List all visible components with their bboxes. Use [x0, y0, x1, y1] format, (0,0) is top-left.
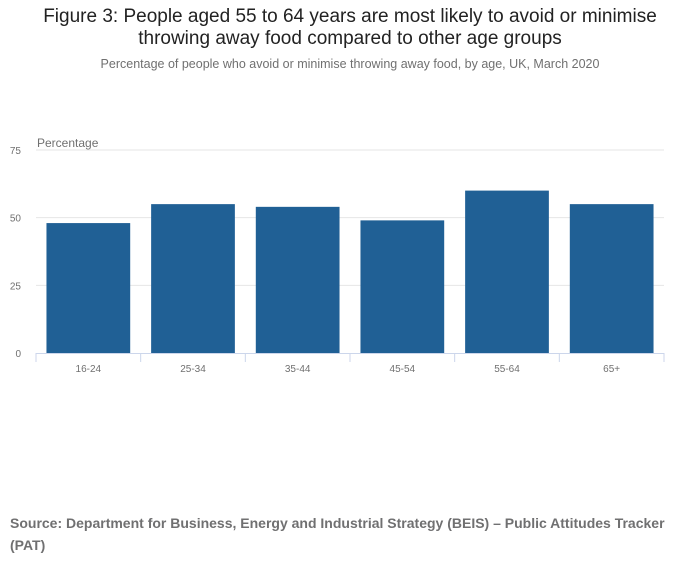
x-axis: 16-24 25-34 35-44 45-54 55-64 65+: [35, 353, 665, 375]
x-tick-label: 25-34: [180, 364, 206, 375]
y-tick-label: 75: [10, 146, 22, 157]
bar-chart: 16-24 25-34 35-44 45-54 55-64 65+ 0 25 50 75 Per…: [10, 136, 665, 375]
bar-45-54: [360, 220, 445, 353]
bar-35-44: [255, 206, 340, 353]
y-tick-label: 0: [15, 349, 21, 360]
y-axis-label: Percentage: [37, 136, 99, 150]
chart-title: Figure 3: People aged 55 to 64 years are…: [43, 6, 657, 49]
bar-16-24: [46, 223, 131, 353]
bars: [46, 190, 654, 353]
x-tick-label: 65+: [603, 364, 620, 375]
bar-25-34: [151, 204, 235, 353]
x-tick-label: 55-64: [494, 364, 520, 375]
y-axis: 0 25 50 75: [10, 146, 22, 360]
y-tick-label: 25: [10, 281, 22, 292]
bar-65+: [569, 204, 654, 353]
x-tick-label: 16-24: [76, 364, 102, 375]
chart-subtitle: Percentage of people who avoid or minimi…: [100, 57, 600, 71]
bar-55-64: [465, 190, 549, 353]
x-tick-label: 45-54: [390, 364, 416, 375]
x-tick-label: 35-44: [285, 364, 311, 375]
gridlines: [36, 149, 664, 286]
source-note: Source: Department for Business, Energy …: [10, 515, 665, 553]
y-tick-label: 50: [10, 214, 22, 225]
